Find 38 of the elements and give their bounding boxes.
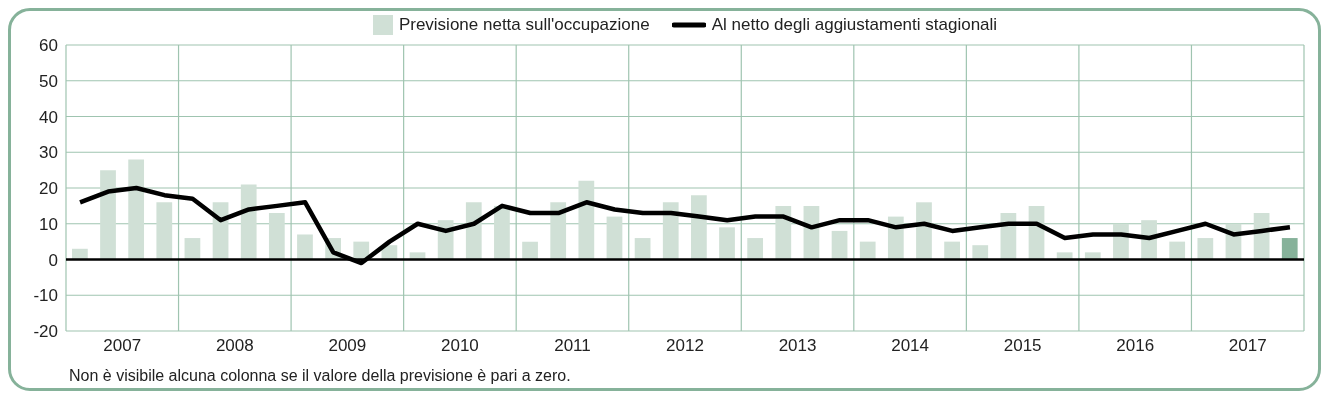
x-tick-label: 2008 [215, 336, 254, 356]
y-tick-label: 40 [39, 107, 58, 127]
x-tick-label: 2015 [1003, 336, 1042, 356]
bar [1197, 238, 1214, 260]
bar [606, 216, 623, 260]
legend-label: Al netto degli aggiustamenti stagionali [711, 15, 998, 35]
bar [494, 205, 510, 260]
legend-label: Previsione netta sull'occupazione [398, 15, 650, 35]
x-tick-label: 2014 [891, 336, 929, 356]
bar [578, 180, 595, 260]
x-tick-label: 2013 [778, 336, 817, 356]
bar [268, 213, 285, 260]
x-tick-label: 2011 [554, 336, 591, 356]
x-tick-label: 2010 [441, 336, 479, 356]
x-tick-label: 2007 [103, 336, 142, 356]
x-tick-label: 2016 [1116, 336, 1155, 356]
bar [831, 230, 848, 260]
bar [156, 202, 173, 260]
x-tick-label: 2017 [1228, 336, 1267, 356]
bar [297, 234, 313, 260]
bar [1281, 238, 1298, 260]
bar [128, 159, 145, 260]
y-tick-label: 20 [39, 179, 58, 199]
bar [747, 238, 764, 260]
x-tick-label: 2012 [666, 336, 704, 356]
y-tick-label: 50 [39, 71, 58, 91]
y-tick-label: 10 [39, 214, 58, 234]
y-tick-label: -20 [33, 322, 58, 342]
text: Non è visibile alcuna colonna se il valore della previsione è pari a zero. [69, 367, 571, 385]
x-tick-label: 2009 [328, 336, 367, 356]
bar [719, 227, 735, 260]
y-tick-label: 0 [48, 250, 58, 270]
y-tick-label: 30 [39, 143, 58, 163]
y-tick-label: 60 [39, 36, 58, 56]
y-tick-label: -10 [33, 286, 58, 306]
bar [691, 195, 707, 260]
bar [100, 170, 116, 260]
bar [240, 184, 257, 260]
